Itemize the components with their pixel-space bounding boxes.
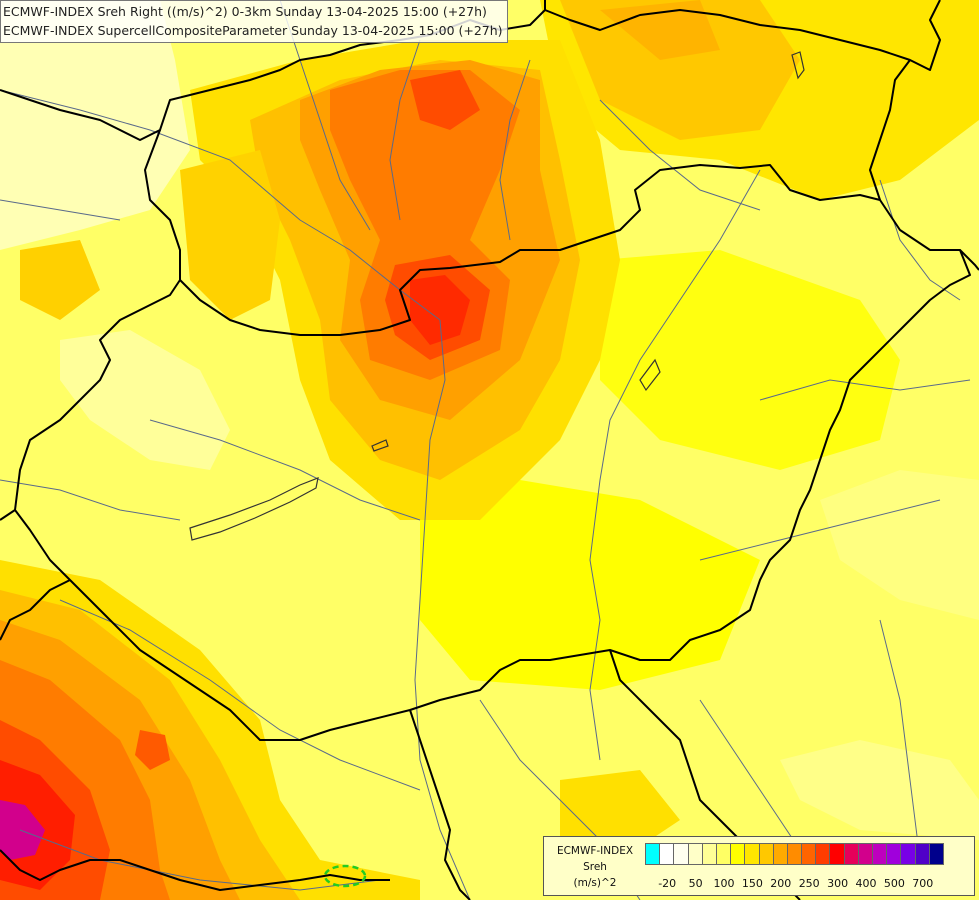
map-title-box: ECMWF-INDEX Sreh Right ((m/s)^2) 0-3km S…: [0, 0, 508, 43]
legend-swatch: [886, 843, 902, 865]
lake-small-east: [639, 358, 661, 392]
legend-swatch: [687, 843, 703, 865]
field-red-center: [410, 275, 470, 345]
border-south-croatia: [0, 849, 390, 891]
legend-tick-label: -20: [658, 877, 677, 890]
legend-swatch: [673, 843, 689, 865]
lake-small-center: [371, 439, 389, 452]
lake-small-ne: [791, 51, 805, 80]
border-east-edge: [959, 249, 979, 271]
field-amber-ne-tip: [600, 0, 720, 60]
legend-tick-label: 250: [798, 877, 820, 890]
legend-swatch: [900, 843, 916, 865]
legend-tick-label: 50: [688, 877, 703, 890]
field-amber-northeast: [560, 0, 800, 140]
legend-swatch: [659, 843, 675, 865]
legend-tick-label: 700: [912, 877, 934, 890]
field-redorange-north: [410, 70, 480, 130]
legend-swatch: [772, 843, 788, 865]
legend-tick-label: 400: [855, 877, 877, 890]
field-amber-west: [180, 150, 280, 320]
legend-unit-label: (m/s)^2: [573, 877, 617, 889]
river-east-2: [879, 179, 961, 301]
river-drava: [59, 599, 421, 791]
border-west-ch: [144, 129, 181, 280]
legend-swatches: [645, 843, 944, 865]
river-raba: [149, 419, 421, 521]
legend-swatch: [730, 843, 746, 865]
legend-swatch: [645, 843, 661, 865]
river-tisza: [589, 169, 761, 761]
title-line-scp: ECMWF-INDEX SupercellCompositeParameter …: [3, 23, 503, 38]
legend-swatch: [815, 843, 831, 865]
legend-swatch: [872, 843, 888, 865]
legend-swatch: [701, 843, 717, 865]
legend-swatch: [715, 843, 732, 865]
river-danube-south: [414, 319, 471, 900]
border-hungary: [14, 164, 971, 741]
legend-swatch: [914, 843, 930, 865]
river-vah: [389, 39, 421, 221]
border-serbia-west: [409, 709, 471, 900]
lake-balaton: [189, 477, 319, 541]
river-west-1: [0, 199, 121, 221]
field-amber-west-patch: [20, 240, 100, 320]
legend-model-label: ECMWF-INDEX: [556, 845, 634, 857]
legend-swatch: [928, 843, 944, 865]
legend-tick-label: 300: [827, 877, 849, 890]
field-magenta-southwest: [0, 800, 45, 860]
border-north-east: [544, 0, 941, 71]
river-hron: [499, 59, 531, 241]
legend-swatch: [786, 843, 803, 865]
legend-param-label: Sreh: [583, 861, 607, 873]
river-danube-north: [0, 89, 441, 321]
field-light-southeast: [780, 740, 979, 840]
field-yellow-east: [600, 250, 900, 470]
legend-tick-label: 200: [770, 877, 792, 890]
legend-swatch: [758, 843, 774, 865]
border-east-arc: [869, 59, 911, 201]
legend-tick-label: 500: [883, 877, 905, 890]
border-west-lower: [0, 509, 16, 521]
legend-swatch: [857, 843, 873, 865]
field-redorange-sw-patch: [135, 730, 170, 770]
river-sava: [19, 829, 381, 891]
legend-swatch: [843, 843, 859, 865]
legend-swatch: [744, 843, 760, 865]
river-somes: [759, 379, 971, 401]
legend-swatch: [801, 843, 817, 865]
river-mures: [699, 499, 941, 561]
field-pale-west: [60, 330, 230, 470]
field-yellow-central: [420, 480, 760, 690]
river-east-1: [599, 99, 761, 211]
legend-tick-label: 150: [741, 877, 763, 890]
river-west-2: [0, 479, 181, 521]
river-olt: [879, 619, 921, 861]
field-light-east: [820, 470, 979, 620]
title-line-sreh: ECMWF-INDEX Sreh Right ((m/s)^2) 0-3km S…: [3, 4, 487, 19]
legend-tick-label: 100: [713, 877, 735, 890]
field-pale-northwest: [0, 0, 190, 250]
border-croatia: [0, 579, 71, 641]
legend-swatch: [829, 843, 845, 865]
scp-contour: [323, 864, 367, 888]
colorbar-legend: ECMWF-INDEX Sreh (m/s)^2 -20 50 100 150 200 2…: [543, 836, 975, 896]
